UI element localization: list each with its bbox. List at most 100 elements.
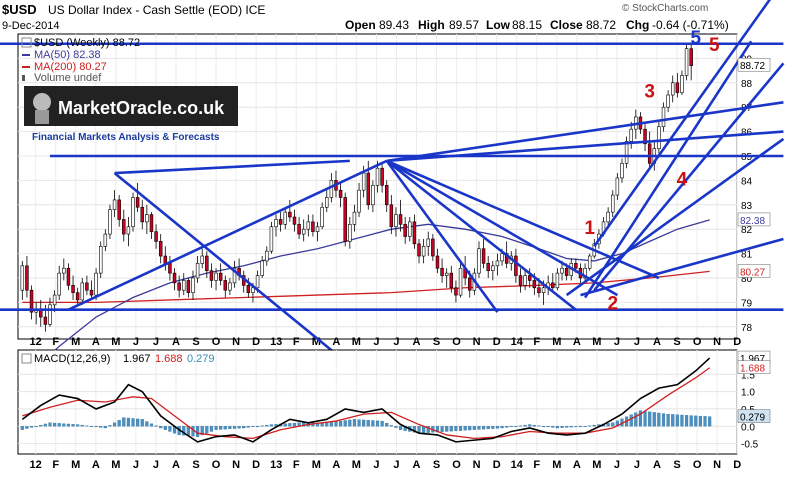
price-x-tick-label: D <box>252 336 260 348</box>
wave-label: 4 <box>677 169 688 190</box>
candle <box>232 267 237 284</box>
signal-last-label: 1.688 <box>740 364 765 375</box>
macd-x-tick-label: O <box>212 459 221 471</box>
macd-hist-bar <box>509 426 513 428</box>
macd-hist-bar <box>592 424 596 427</box>
macd-hist-bar <box>196 426 200 437</box>
macd-hist-bar <box>71 424 75 427</box>
candle <box>380 167 384 186</box>
macd-hist-bar <box>629 414 633 427</box>
macd-x-tick-label: M <box>592 459 601 471</box>
candle <box>620 163 624 179</box>
price-last-labels: 88.72 82.38 80.27 <box>737 57 771 278</box>
trendline <box>385 160 499 313</box>
macd-x-tick-label: S <box>673 459 680 471</box>
macd-hist-bar <box>680 414 684 427</box>
macd-hist-bar <box>154 425 158 427</box>
candle <box>71 285 75 293</box>
ma200-last-label: 80.27 <box>740 267 765 278</box>
macd-hist-bar <box>343 420 347 427</box>
price-x-tick-label: J <box>393 336 399 348</box>
candle <box>541 287 546 293</box>
macd-hist-bar <box>269 424 273 427</box>
macd-hist-bar <box>352 419 357 427</box>
price-x-tick-label: M <box>592 336 601 348</box>
macd-histogram <box>20 410 712 437</box>
macd-hist-bar <box>237 426 241 429</box>
macd-panel <box>17 349 738 455</box>
price-x-tick-label: A <box>332 336 340 348</box>
legend-volume-swatch <box>22 75 25 81</box>
macd-x-tick-label: 14 <box>511 459 524 471</box>
macd-hist-bar <box>505 426 509 428</box>
macd-hist-bar <box>518 425 523 427</box>
price-x-axis: 12 F M A M J J A S O N D 13 F M A M J J A S O N D 14 F M A M J J A S O N D <box>30 336 742 348</box>
candle <box>532 280 537 289</box>
macd-x-tick-label: M <box>552 459 561 471</box>
macd-hist-bar <box>325 422 329 427</box>
macd-hist-bar <box>661 413 666 427</box>
macd-hist-bar <box>145 421 149 427</box>
price-x-tick-label: 12 <box>30 336 42 348</box>
candle <box>343 197 347 242</box>
macd-hist-bar <box>205 426 209 434</box>
macd-hist-bar <box>398 426 403 430</box>
candle <box>551 282 555 289</box>
macd-x-tick-label: A <box>332 459 340 471</box>
price-x-tick-label: A <box>413 336 421 348</box>
macd-line <box>21 357 711 443</box>
macd-hist-bar <box>472 426 476 430</box>
hist-last-label: 0.279 <box>740 413 765 424</box>
candle <box>98 245 103 274</box>
candle <box>403 224 407 237</box>
wave-labels: 1 2 3 4 5 5 <box>584 28 720 315</box>
macd-hist-bar <box>555 426 559 429</box>
macd-x-tick-label: 13 <box>270 459 282 471</box>
candle <box>52 294 57 306</box>
candle <box>112 199 117 210</box>
candle <box>329 180 334 198</box>
macd-hist-bar <box>389 425 393 427</box>
candle <box>168 263 172 274</box>
price-x-tick-label: N <box>713 336 721 348</box>
candle <box>301 228 306 235</box>
candle <box>315 226 320 232</box>
candle <box>191 277 195 293</box>
macd-hist-bar <box>371 420 375 427</box>
macd-x-tick-label: A <box>413 459 421 471</box>
candle <box>606 211 610 223</box>
candle <box>126 226 131 235</box>
price-y-tick-label: 84 <box>741 176 753 187</box>
macd-hist-bar <box>168 426 172 432</box>
price-x-tick-label: O <box>452 336 461 348</box>
macd-hist-bar <box>385 423 389 427</box>
macd-hist-bar <box>652 412 656 427</box>
candle <box>375 167 380 186</box>
candle <box>389 204 394 228</box>
macd-hist-bar <box>657 412 661 427</box>
candle <box>311 221 315 232</box>
candle <box>440 267 444 276</box>
macd-hist-bar <box>149 423 154 427</box>
trendline <box>386 159 660 280</box>
macd-x-tick-label: M <box>71 459 80 471</box>
macd-hist-bar <box>85 425 89 427</box>
price-x-tick-label: S <box>673 336 680 348</box>
macd-hist-bar <box>94 426 98 428</box>
candle <box>504 253 509 264</box>
candle <box>108 209 112 235</box>
wave-label: 2 <box>607 294 618 315</box>
macd-x-tick-label: O <box>452 459 461 471</box>
macd-hist-bar <box>551 426 555 428</box>
price-y-tick-label: 81 <box>741 250 753 261</box>
candle <box>574 263 578 269</box>
close-value: 88.72 <box>586 18 616 32</box>
candle <box>186 280 191 293</box>
macd-x-tick-label: O <box>693 459 702 471</box>
macd-hist-bar <box>445 426 449 432</box>
candle <box>43 316 48 325</box>
macd-hist-bar <box>546 426 550 428</box>
macd-x-tick-label: D <box>733 459 741 471</box>
price-x-tick-label: 13 <box>270 336 282 348</box>
macd-hist-bar <box>76 424 80 427</box>
